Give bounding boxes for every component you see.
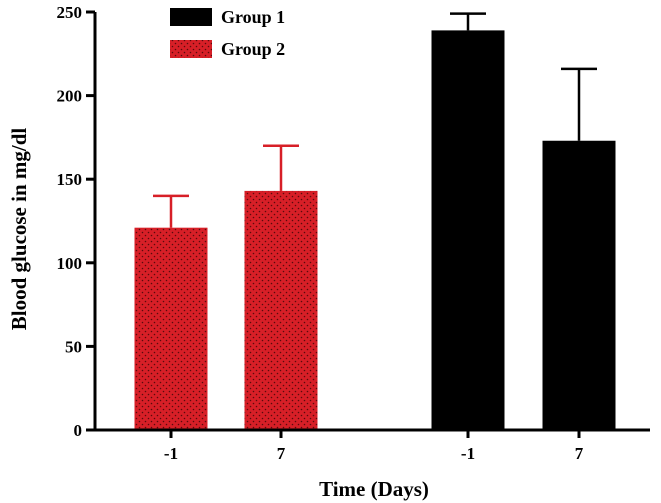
x-tick-label: 7 [277, 444, 286, 463]
bar-group-2-day-minus1 [134, 227, 208, 430]
bar-group-1-day-7 [542, 140, 616, 430]
y-tick-label: 0 [74, 421, 83, 440]
x-tick-label: -1 [164, 444, 178, 463]
legend-label: Group 1 [221, 7, 285, 27]
legend: Group 1 Group 2 [170, 7, 285, 59]
bars-layer [134, 12, 616, 431]
x-tick-label: -1 [461, 444, 475, 463]
x-tick-label: 7 [575, 444, 584, 463]
bar-group-1-day-minus1 [431, 30, 505, 431]
axes-layer: -1 7 -1 7 0 50 100 150 200 250 [57, 3, 650, 463]
y-tick-label: 150 [57, 170, 83, 189]
y-tick-label: 250 [57, 3, 83, 22]
x-axis-title: Time (Days) [319, 477, 429, 501]
legend-swatch-group-1 [170, 8, 212, 26]
legend-swatch-group-2 [170, 40, 212, 58]
y-axis-title: Blood glucose in mg/dl [7, 128, 31, 331]
y-tick-label: 100 [57, 254, 83, 273]
bar-group-2-day-7 [244, 190, 318, 430]
y-tick-label: 50 [65, 337, 82, 356]
legend-label: Group 2 [221, 39, 285, 59]
y-tick-label: 200 [57, 87, 83, 106]
